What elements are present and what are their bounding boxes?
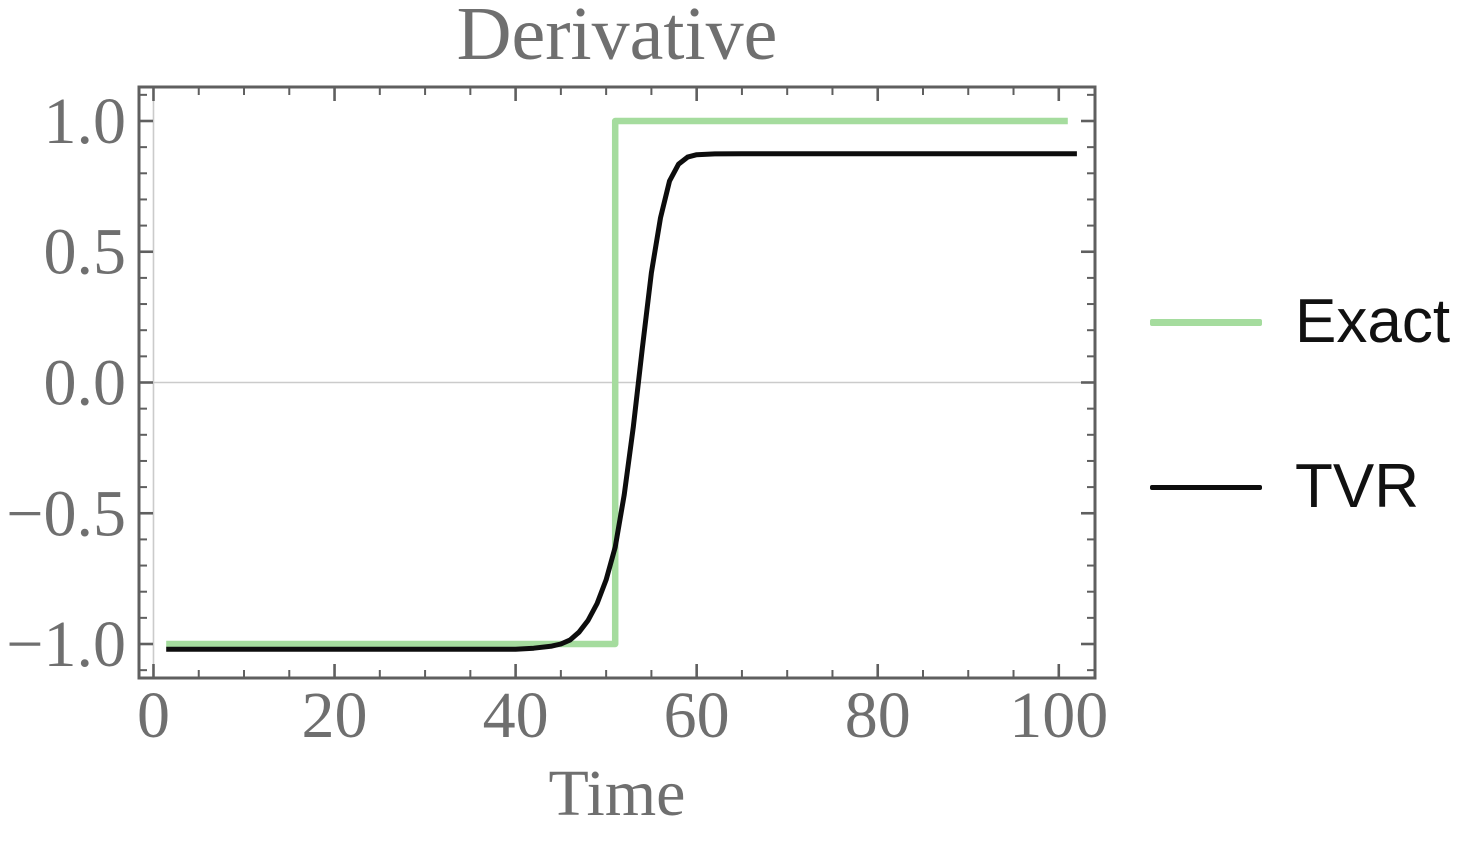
- legend-label-exact: Exact: [1295, 287, 1451, 356]
- y-tick-label: −1.0: [6, 608, 126, 681]
- legend-item-exact: Exact: [1150, 287, 1450, 357]
- x-tick-label: 0: [137, 679, 170, 752]
- series-tvr-line: [166, 151, 1077, 652]
- y-tick-label: 1.0: [44, 85, 127, 158]
- x-tick-label: 80: [845, 679, 911, 752]
- y-tick-label: −0.5: [6, 477, 126, 550]
- x-tick-label: 60: [664, 679, 730, 752]
- legend-swatch-exact: [1150, 318, 1262, 326]
- x-tick-label: 20: [302, 679, 368, 752]
- legend-swatch-tvr: [1150, 484, 1262, 490]
- plot-title: Derivative: [456, 0, 778, 76]
- y-tick-label: 0.5: [44, 216, 127, 289]
- x-axis-label: Time: [548, 757, 686, 830]
- legend-item-tvr: TVR: [1150, 452, 1419, 522]
- x-tick-label: 40: [483, 679, 549, 752]
- series-exact-line: [166, 117, 1068, 648]
- y-tick-label: 0.0: [44, 347, 127, 420]
- legend-label-tvr: TVR: [1295, 452, 1419, 521]
- x-tick-label: 100: [1009, 679, 1108, 752]
